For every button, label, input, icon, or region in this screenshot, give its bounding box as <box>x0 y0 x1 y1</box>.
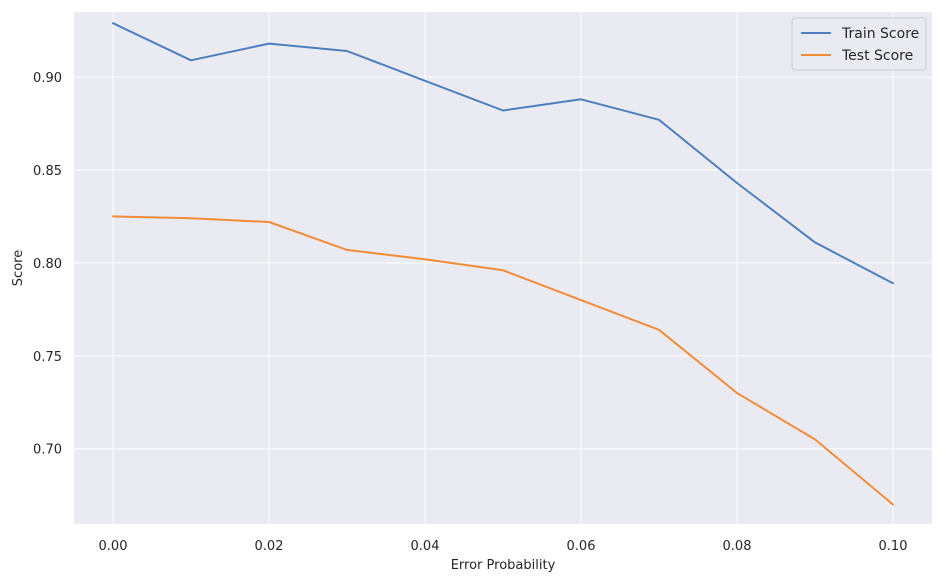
legend-label-train-score: Train Score <box>841 26 919 42</box>
x-tick-label: 0.00 <box>99 539 128 554</box>
y-tick-label: 0.85 <box>33 164 62 179</box>
series-line-train-score <box>112 22 894 285</box>
legend-label-test-score: Test Score <box>841 48 913 64</box>
x-tick-labels: 0.00 0.02 0.04 0.06 0.08 0.10 <box>99 539 908 554</box>
y-tick-label: 0.90 <box>33 71 62 86</box>
grid-lines <box>74 12 932 524</box>
x-tick-label: 0.08 <box>723 539 752 554</box>
x-tick-label: 0.06 <box>567 539 596 554</box>
y-tick-label: 0.80 <box>33 257 62 272</box>
legend: Train Score Test Score <box>791 17 927 71</box>
series-lines <box>112 22 894 506</box>
plot-area <box>74 12 932 524</box>
x-axis-label: Error Probability <box>451 558 556 573</box>
legend-box <box>791 17 927 71</box>
y-tick-labels: 0.70 0.75 0.80 0.85 0.90 <box>33 71 62 458</box>
x-tick-label: 0.02 <box>255 539 284 554</box>
x-tick-label: 0.04 <box>411 539 440 554</box>
series-line-test-score <box>112 215 894 506</box>
y-axis-label: Score <box>11 250 26 286</box>
x-tick-label: 0.10 <box>879 539 908 554</box>
y-tick-label: 0.70 <box>33 443 62 458</box>
y-tick-label: 0.75 <box>33 350 62 365</box>
